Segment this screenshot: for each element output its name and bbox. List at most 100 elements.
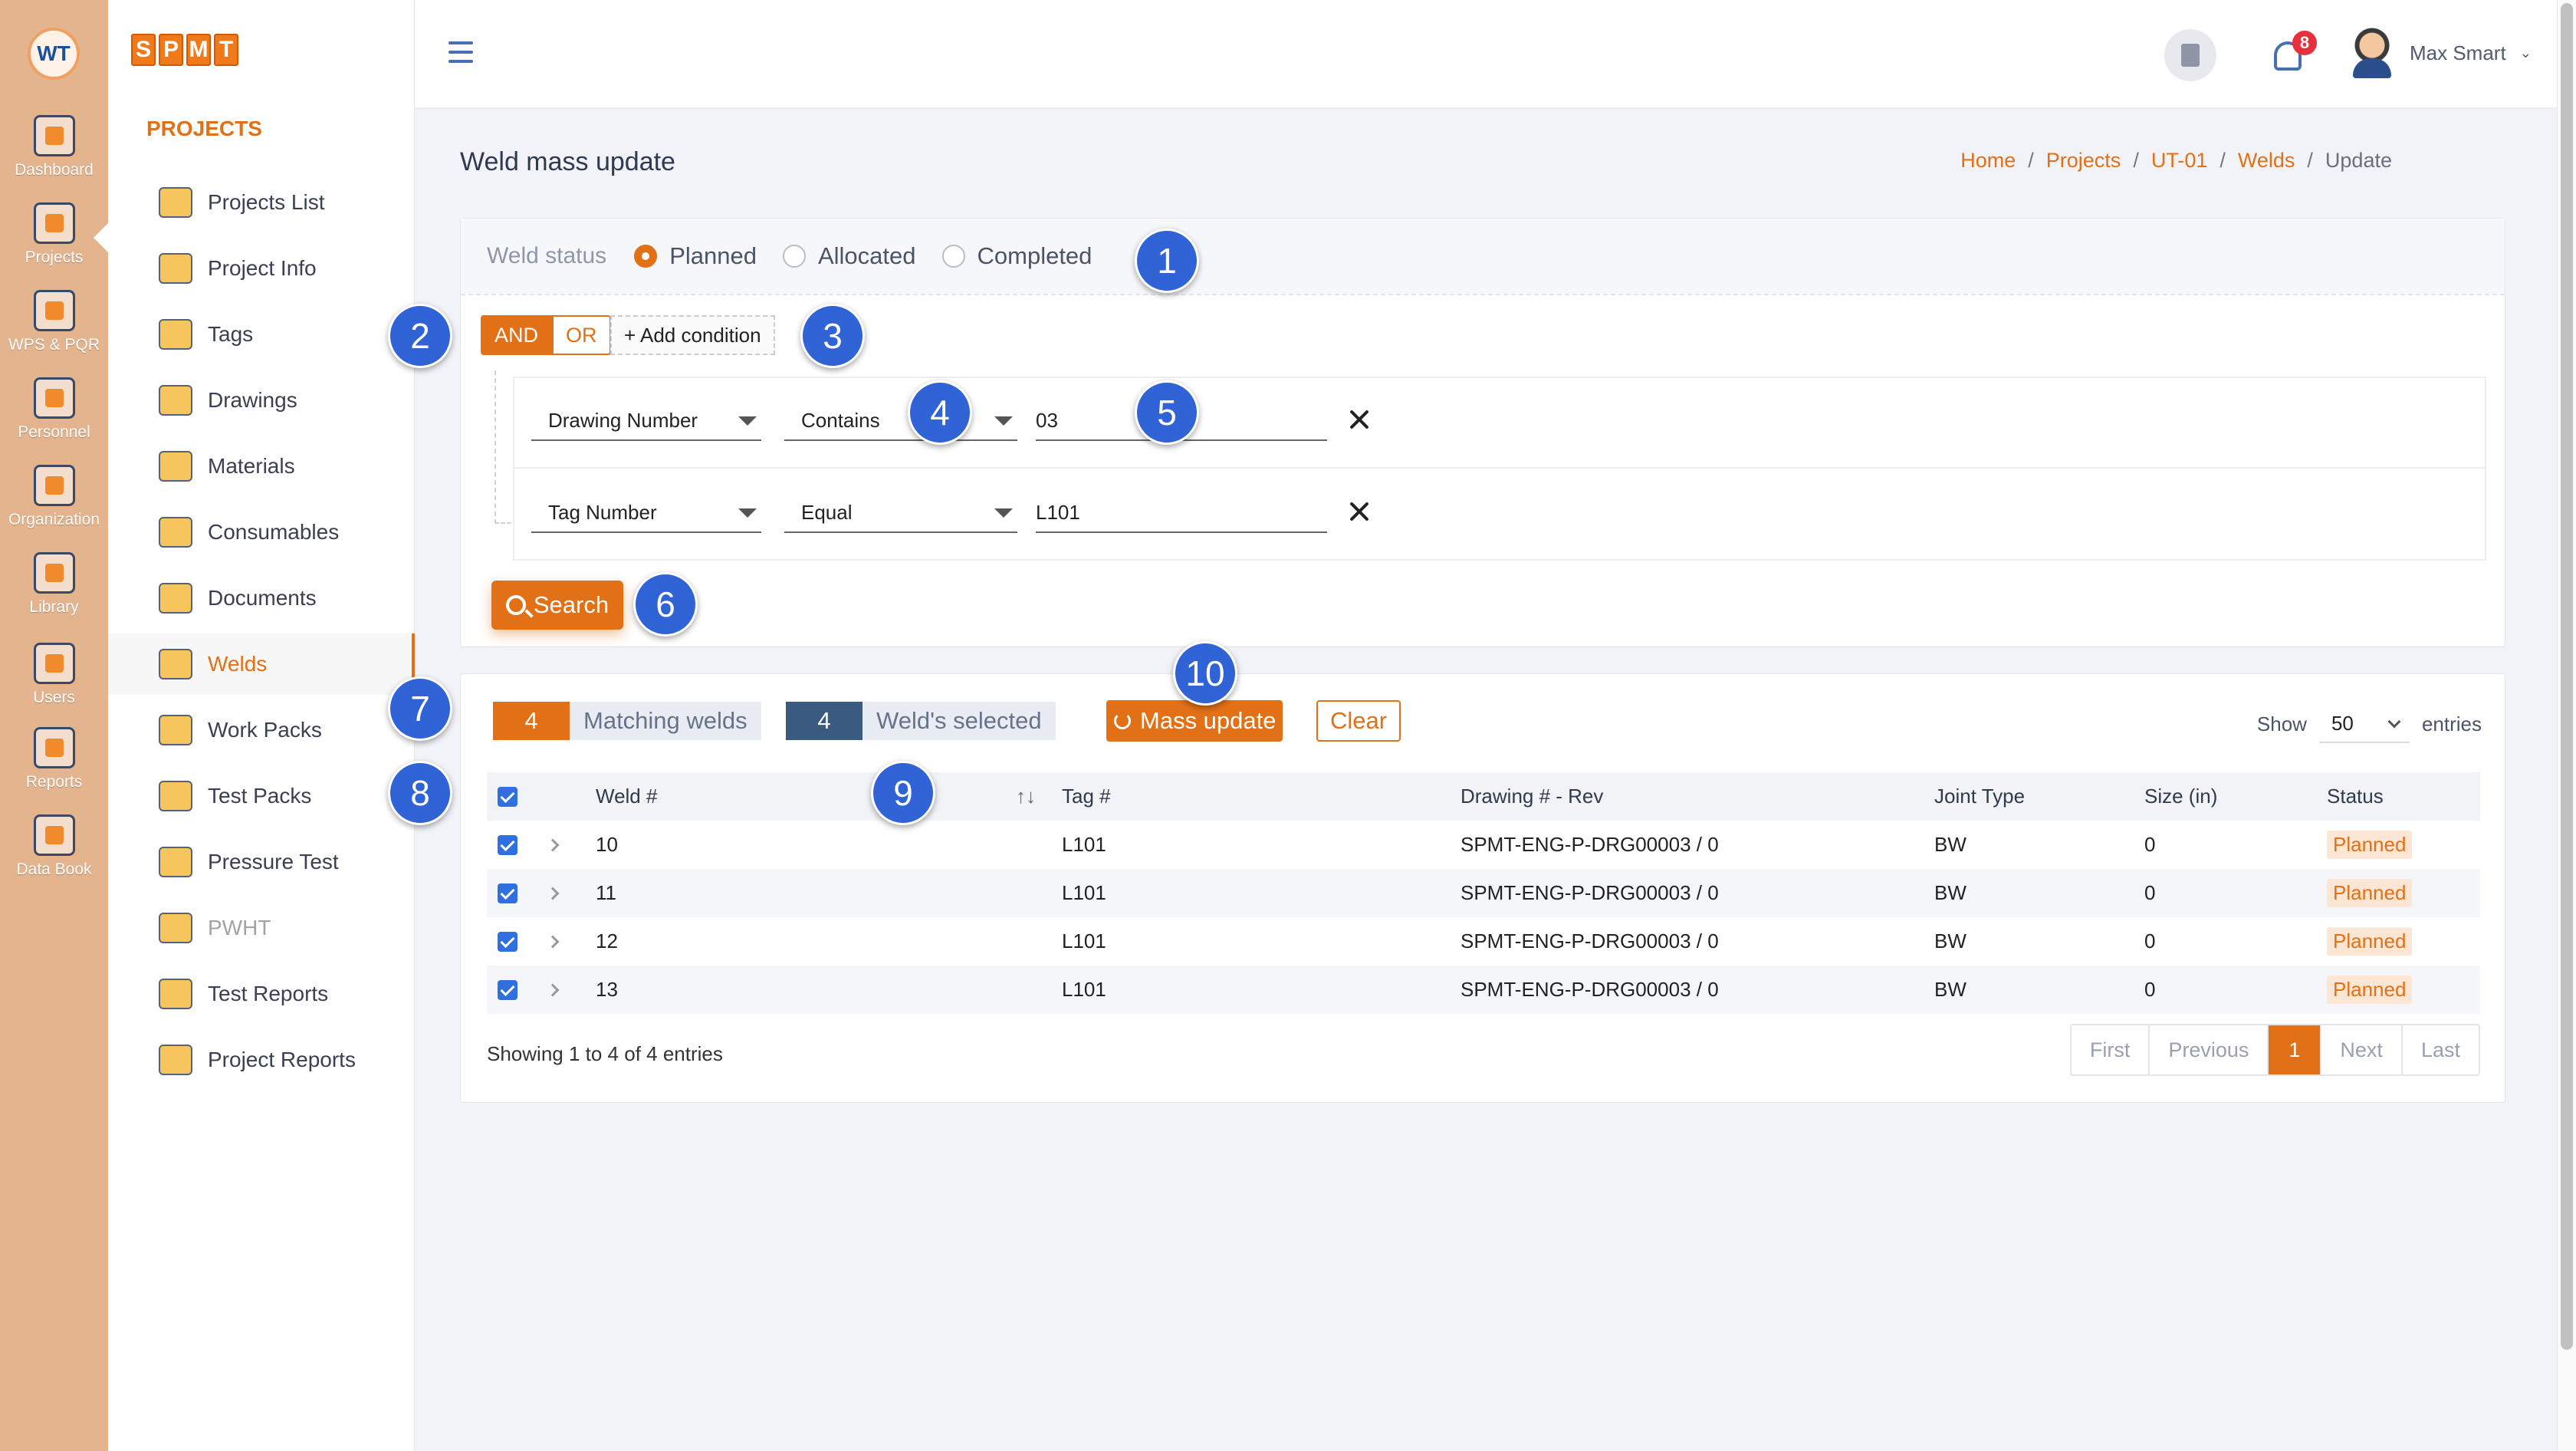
- menu-item-work-packs[interactable]: Work Packs: [108, 699, 415, 761]
- pagination-last[interactable]: Last: [2402, 1025, 2479, 1074]
- entries-select[interactable]: 50: [2318, 705, 2410, 743]
- tag-icon: [159, 319, 192, 350]
- rail-item-reports[interactable]: Reports: [0, 727, 108, 791]
- selected-welds-counter: 4 Weld's selected: [786, 702, 1056, 740]
- breadcrumb-separator: /: [2133, 149, 2139, 172]
- mass-update-button[interactable]: Mass update: [1106, 700, 1283, 742]
- breadcrumb-home[interactable]: Home: [1960, 149, 2016, 172]
- pagination-previous[interactable]: Previous: [2150, 1025, 2269, 1074]
- remove-condition-close-icon[interactable]: [1346, 498, 1373, 525]
- column-header-status[interactable]: Status: [2327, 785, 2384, 808]
- pagination-next[interactable]: Next: [2321, 1025, 2403, 1074]
- status-radio-planned[interactable]: Planned: [634, 242, 757, 270]
- search-button[interactable]: Search: [491, 581, 623, 630]
- field-select[interactable]: Tag Number: [531, 493, 761, 533]
- operator-select[interactable]: Equal: [784, 493, 1017, 533]
- rail-item-personnel[interactable]: Personnel: [0, 377, 108, 442]
- menu-item-materials[interactable]: Materials: [108, 436, 415, 497]
- folder-icon: [33, 202, 75, 244]
- breadcrumb-welds[interactable]: Welds: [2237, 149, 2295, 172]
- and-button[interactable]: AND: [481, 315, 553, 355]
- scrollbar-thumb[interactable]: [2561, 3, 2573, 1350]
- menu-item-tags[interactable]: Tags: [108, 304, 415, 365]
- page-scrollbar[interactable]: [2557, 0, 2576, 1451]
- menu-item-test-packs[interactable]: Test Packs: [108, 765, 415, 827]
- step-marker-4: 4: [908, 380, 972, 445]
- chevron-right-icon[interactable]: [546, 983, 560, 996]
- menu-item-label: Tags: [208, 322, 254, 346]
- sort-icon[interactable]: ↑↓: [1016, 785, 1036, 808]
- operator-select[interactable]: Contains: [784, 401, 1017, 441]
- menu-item-drawings[interactable]: Drawings: [108, 370, 415, 431]
- select-all-checkbox[interactable]: [498, 786, 518, 807]
- status-radio-allocated[interactable]: Allocated: [782, 242, 916, 270]
- status-badge: Planned: [2327, 976, 2413, 1004]
- clear-button[interactable]: Clear: [1316, 700, 1401, 742]
- menu-item-test-reports[interactable]: Test Reports: [108, 963, 415, 1025]
- rail-item-label: Library: [29, 598, 79, 616]
- rail-item-library[interactable]: Library: [0, 552, 108, 617]
- user-menu[interactable]: Max Smart ⌄: [2348, 28, 2532, 78]
- rail-item-projects[interactable]: Projects: [0, 202, 108, 267]
- hamburger-menu-icon[interactable]: [449, 41, 473, 63]
- breadcrumb: Home / Projects / UT-01 / Welds / Update: [1960, 149, 2392, 173]
- weld-status-label: Weld status: [487, 243, 607, 268]
- step-marker-7: 7: [388, 676, 452, 741]
- add-condition-button[interactable]: + Add condition: [610, 315, 775, 355]
- book-button[interactable]: [2164, 29, 2216, 81]
- column-header-joint-type[interactable]: Joint Type: [1934, 785, 2026, 808]
- menu-item-welds[interactable]: Welds: [108, 633, 415, 695]
- menu-item-project-info[interactable]: Project Info: [108, 238, 415, 299]
- row-checkbox[interactable]: [498, 931, 518, 952]
- org-chart-icon: [33, 465, 75, 506]
- row-checkbox[interactable]: [498, 883, 518, 903]
- chevron-right-icon[interactable]: [546, 838, 560, 851]
- app-logo-icon[interactable]: WT: [28, 28, 80, 80]
- radiation-icon: [159, 781, 192, 811]
- matching-label: Matching welds: [570, 702, 761, 740]
- column-header-drawing[interactable]: Drawing # - Rev: [1460, 785, 1604, 808]
- menu-item-projects-list[interactable]: Projects List: [108, 172, 415, 233]
- column-header-tag[interactable]: Tag #: [1062, 785, 1111, 808]
- entries-select-value: 50: [2331, 711, 2354, 735]
- menu-item-pwht: PWHT: [108, 897, 415, 959]
- field-select[interactable]: Drawing Number: [531, 401, 761, 441]
- menu-item-pressure-test[interactable]: Pressure Test: [108, 831, 415, 893]
- rail-item-data-book[interactable]: Data Book: [0, 814, 108, 879]
- or-button[interactable]: OR: [552, 315, 611, 355]
- column-header-size[interactable]: Size (in): [2144, 785, 2218, 808]
- notifications-button[interactable]: 8: [2266, 31, 2317, 80]
- breadcrumb-projects[interactable]: Projects: [2045, 149, 2121, 172]
- rail-item-users[interactable]: Users: [0, 643, 108, 707]
- cell-tag: L101: [1062, 929, 1106, 953]
- brand-logo[interactable]: S P M T: [131, 34, 238, 66]
- pagination-first[interactable]: First: [2071, 1025, 2150, 1074]
- menu-item-documents[interactable]: Documents: [108, 568, 415, 629]
- status-badge: Planned: [2327, 831, 2413, 859]
- breadcrumb-project[interactable]: UT-01: [2150, 149, 2208, 172]
- pagination-current-page[interactable]: 1: [2269, 1025, 2322, 1074]
- status-radio-completed[interactable]: Completed: [941, 242, 1092, 270]
- menu-item-project-reports[interactable]: Project Reports: [108, 1029, 415, 1091]
- rail-item-wps-pqr[interactable]: WPS & PQR: [0, 290, 108, 354]
- breadcrumb-separator: /: [2028, 149, 2034, 172]
- row-checkbox[interactable]: [498, 834, 518, 855]
- rail-item-organization[interactable]: Organization: [0, 465, 108, 529]
- rail-item-label: Data Book: [16, 860, 92, 878]
- brand-letter: S: [131, 34, 156, 66]
- remove-condition-close-icon[interactable]: [1346, 406, 1373, 433]
- results-card: 4 Matching welds 4 Weld's selected Mass …: [460, 673, 2505, 1103]
- condition-value-input[interactable]: [1036, 493, 1327, 533]
- rail-item-label: Personnel: [18, 423, 90, 441]
- cell-weld: 11: [596, 881, 616, 904]
- column-header-weld[interactable]: Weld #: [596, 785, 658, 808]
- radio-label: Allocated: [817, 242, 916, 269]
- menu-item-consumables[interactable]: Consumables: [108, 502, 415, 563]
- cell-joint-type: BW: [1934, 833, 1967, 856]
- row-checkbox[interactable]: [498, 979, 518, 1000]
- chevron-right-icon[interactable]: [546, 887, 560, 900]
- rail-item-dashboard[interactable]: Dashboard: [0, 115, 108, 179]
- chevron-right-icon[interactable]: [546, 935, 560, 948]
- brand-letter: P: [159, 34, 183, 66]
- cell-weld: 13: [596, 978, 618, 1001]
